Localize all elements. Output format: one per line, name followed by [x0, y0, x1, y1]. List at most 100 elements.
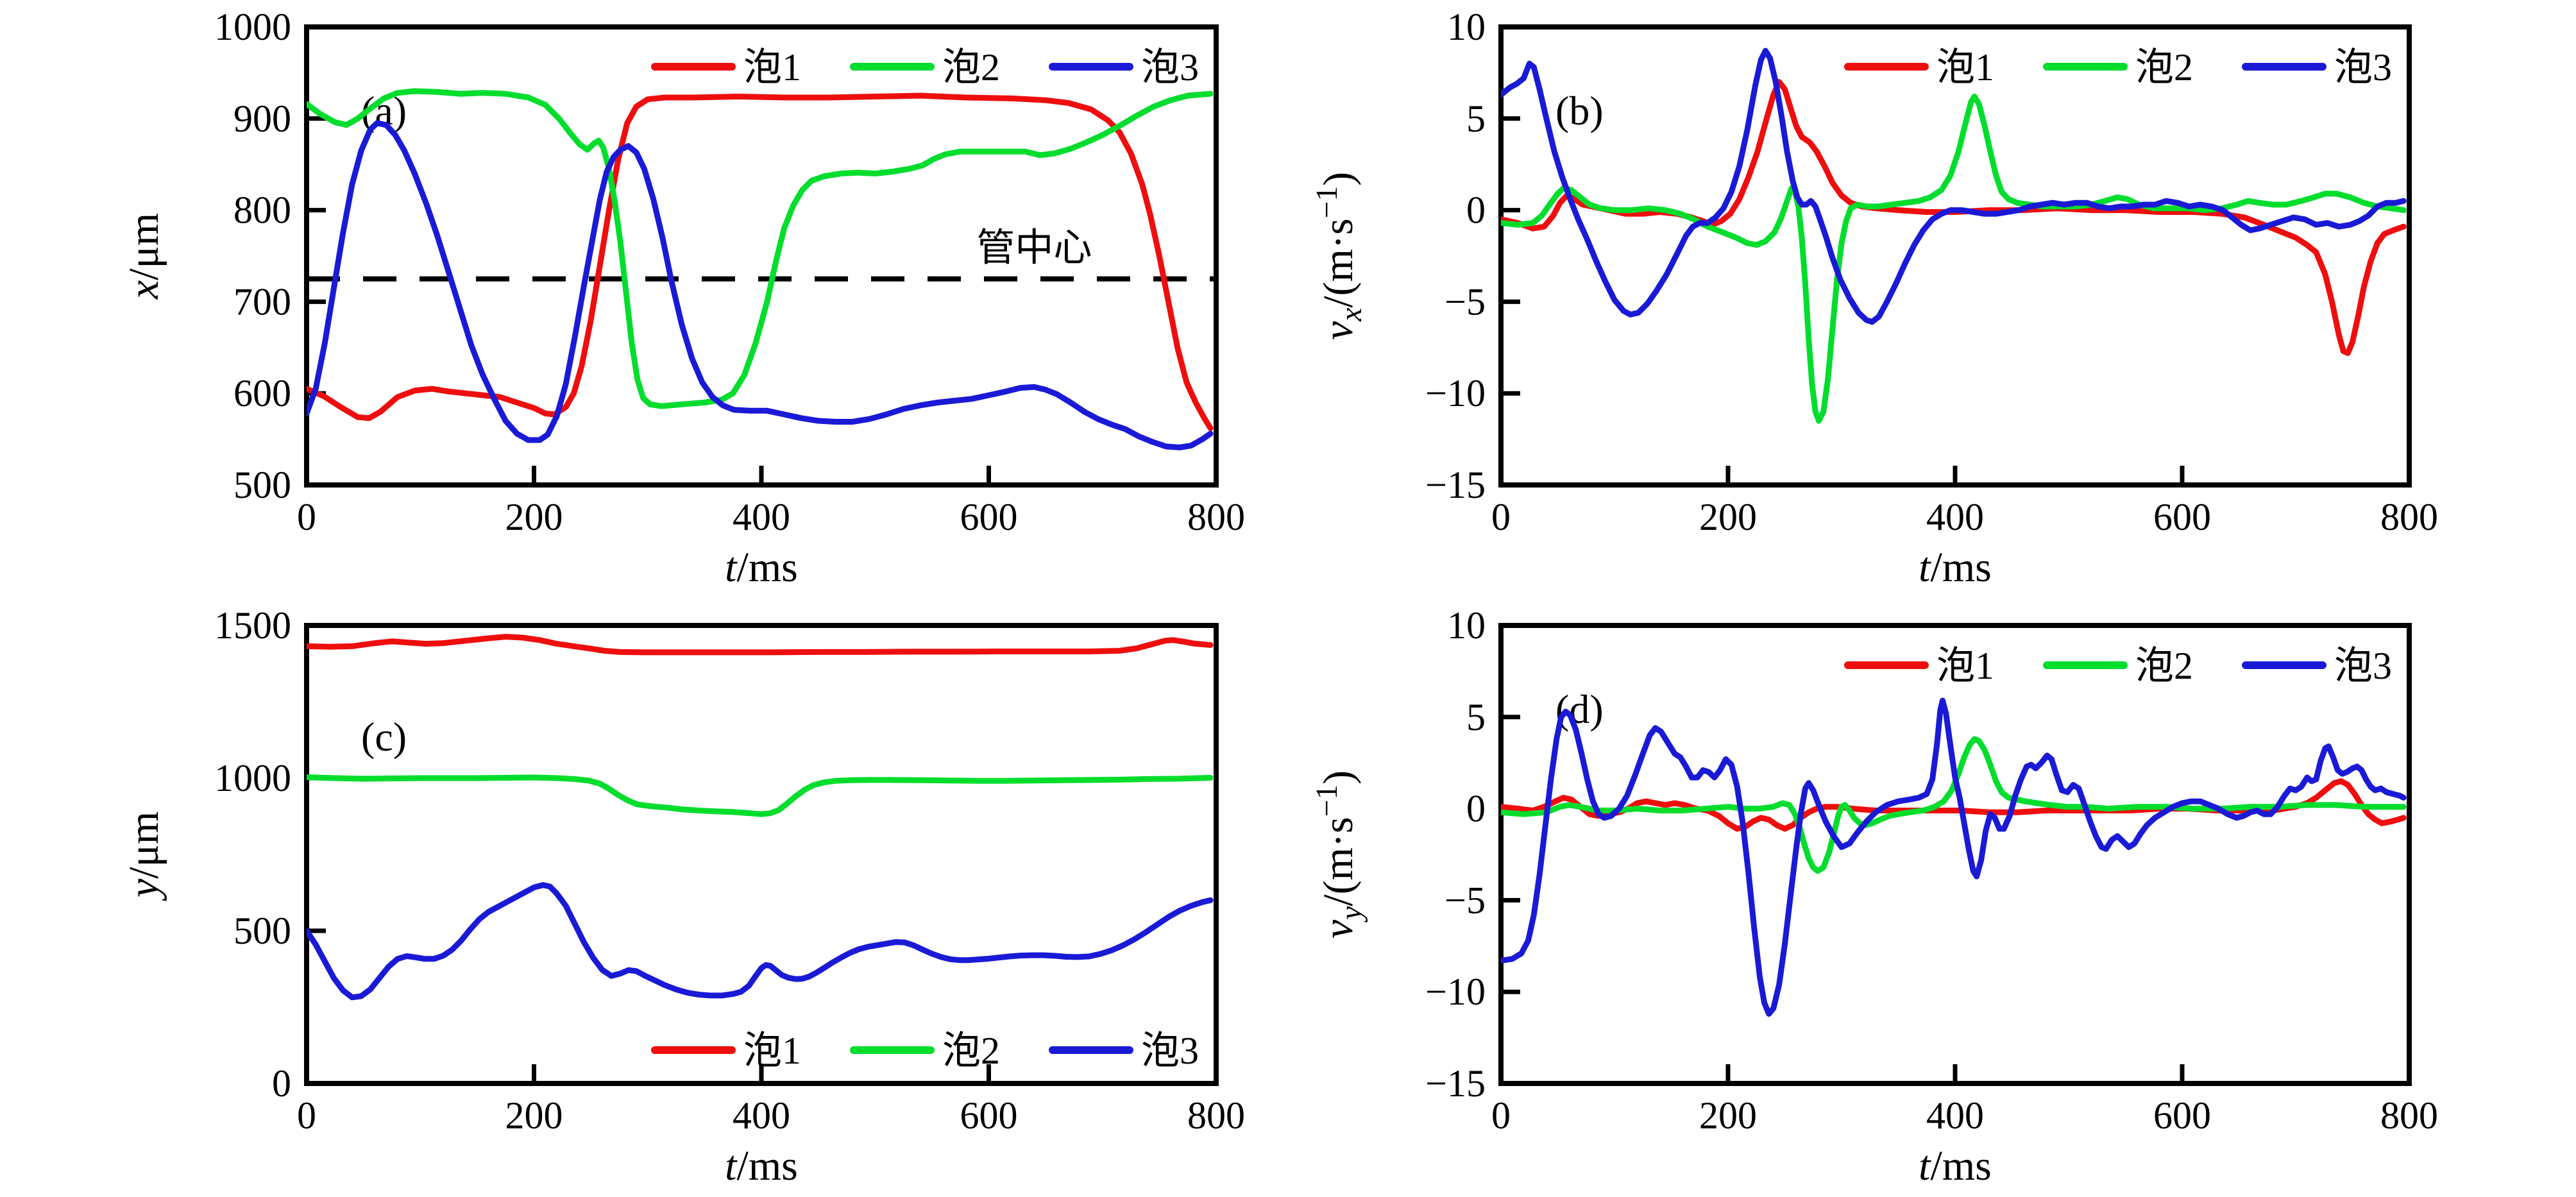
x-tick-label: 200: [505, 496, 563, 538]
panel-a-x-position-chart: 0 200 400 600 800 500 600 700 800 900 1000 t/ms x/μm…: [0, 0, 1288, 598]
axis-label-segment: x: [1335, 308, 1368, 322]
y-tick-label: 5: [1466, 98, 1486, 140]
axis-label-segment: ): [1315, 770, 1362, 785]
legend-label: 泡2: [2135, 645, 2193, 687]
x-tick-label: 800: [1187, 496, 1245, 538]
series-line-2: [307, 88, 1214, 409]
legend-entry: 泡2: [850, 46, 1000, 89]
legend-label: 泡1: [1936, 46, 1994, 89]
panel-c-y-position-chart: 0 200 400 600 800 0 500 1000 1500 t/ms y/μm (c) 泡1 泡2…: [0, 598, 1288, 1197]
axis-label-segment: t: [725, 1142, 738, 1189]
axis-label-segment: v: [1315, 321, 1362, 340]
x-tick-label: 0: [297, 496, 316, 538]
legend-entry: 泡3: [1049, 46, 1199, 89]
series-line-1: [1501, 79, 2407, 356]
series-line-3: [1501, 697, 2407, 1017]
legend-entry: 泡3: [1049, 1030, 1199, 1072]
legend-entry: 泡3: [2242, 46, 2392, 89]
x-tick-label: 600: [2153, 496, 2211, 538]
y-tick-label: 0: [1466, 189, 1486, 232]
series-line-3: [307, 882, 1214, 1001]
panel-letter: (d): [1555, 686, 1604, 732]
x-tick-label: 0: [1491, 1094, 1511, 1137]
plot-frame: [1498, 623, 2412, 1086]
legend-label: 泡2: [2135, 46, 2193, 89]
axis-label-segment: /μm: [121, 811, 167, 879]
y-tick-label: 0: [1466, 788, 1486, 830]
y-tick-label: 500: [233, 464, 291, 506]
x-tick-label: 200: [1699, 496, 1757, 538]
x-tick-label: 200: [505, 1094, 563, 1137]
y-tick-label: −10: [1425, 372, 1486, 414]
axis-label-segment: t: [1919, 544, 1931, 591]
x-axis-label: t/ms: [1919, 1142, 1992, 1189]
x-axis-label: t/ms: [1919, 544, 1992, 591]
y-tick-label: −10: [1425, 971, 1486, 1013]
axis-label-segment: ): [1315, 172, 1362, 186]
legend-entry: 泡2: [850, 1030, 1000, 1072]
y-tick-label: −5: [1445, 879, 1486, 921]
legend: 泡1 泡2 泡3: [651, 46, 1199, 89]
legend: 泡1 泡2 泡3: [1844, 645, 2392, 687]
y-tick-label: 500: [233, 910, 291, 952]
y-tick-label: 1000: [214, 757, 291, 799]
series-line-3: [307, 120, 1214, 450]
series-line-2: [1501, 736, 2407, 874]
y-axis-label: y/μm: [121, 811, 167, 901]
y-axis-label: vx/(m·s−1): [1310, 172, 1368, 340]
legend-label: 泡1: [743, 1030, 801, 1072]
series-line-2: [307, 774, 1214, 817]
x-tick-label: 400: [1926, 1094, 1984, 1137]
y-tick-label: 700: [233, 280, 291, 323]
x-tick-label: 800: [2380, 1094, 2438, 1137]
tube-center-label: 管中心: [976, 227, 1092, 269]
y-tick-label: −15: [1425, 1062, 1486, 1105]
legend-label: 泡3: [1141, 46, 1199, 89]
series-line-3: [1501, 47, 2407, 325]
panel-letter: (b): [1555, 88, 1604, 133]
x-tick-label: 800: [1187, 1094, 1245, 1137]
legend-entry: 泡1: [651, 46, 801, 89]
legend-label: 泡3: [2334, 645, 2392, 687]
series-line-1: [307, 634, 1214, 656]
axis-label-segment: −1: [1310, 186, 1344, 219]
y-axis-label: x/μm: [121, 213, 167, 300]
legend-label: 泡1: [743, 46, 801, 89]
legend-label: 泡2: [942, 46, 1000, 89]
panel-b-vx-velocity-chart: 0 200 400 600 800 −15 −10 −5 0 5 10 t/ms vx/(m·s−1) (…: [1288, 0, 2576, 598]
axis-label-segment: v: [1315, 919, 1362, 938]
axis-label-segment: /(m·s: [1315, 218, 1362, 307]
legend: 泡1 泡2 泡3: [651, 1030, 1199, 1072]
panel-letter: (c): [361, 714, 407, 760]
y-axis-label: vy/(m·s−1): [1310, 770, 1368, 938]
plot-frame: [304, 623, 1219, 1086]
y-tick-label: 800: [233, 189, 291, 232]
axis-label-segment: t: [1919, 1142, 1931, 1189]
y-tick-label: 10: [1447, 6, 1486, 48]
legend-label: 泡3: [2334, 46, 2392, 89]
axis-label-segment: /ms: [1930, 1142, 1991, 1189]
legend-entry: 泡1: [1844, 645, 1994, 687]
legend-entry: 泡1: [1844, 46, 1994, 89]
axis-label-segment: /μm: [121, 213, 167, 280]
y-tick-label: 10: [1447, 604, 1486, 647]
axis-label-segment: −1: [1310, 785, 1344, 817]
x-tick-label: 400: [733, 1094, 790, 1137]
axis-label-segment: x: [121, 280, 167, 300]
legend-label: 泡2: [942, 1030, 1000, 1072]
legend: 泡1 泡2 泡3: [1844, 46, 2392, 89]
legend-label: 泡3: [1141, 1030, 1199, 1072]
x-tick-label: 400: [1926, 496, 1984, 538]
x-tick-label: 200: [1699, 1094, 1757, 1137]
legend-entry: 泡2: [2043, 645, 2193, 687]
axis-label-segment: y: [1335, 906, 1368, 922]
y-tick-label: −5: [1445, 280, 1486, 323]
x-axis-label: t/ms: [725, 544, 798, 591]
series-line-1: [307, 92, 1214, 431]
y-tick-label: 900: [233, 98, 291, 140]
legend-entry: 泡3: [2242, 645, 2392, 687]
x-tick-label: 600: [960, 496, 1018, 538]
axis-label-segment: /(m·s: [1315, 817, 1362, 906]
y-tick-label: 5: [1466, 696, 1486, 738]
